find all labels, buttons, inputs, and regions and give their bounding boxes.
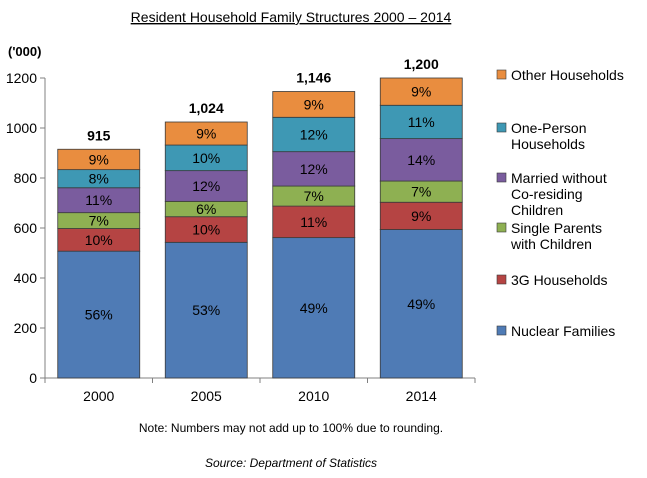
bar-segment (57, 148, 141, 171)
segment-data-label: 9% (196, 126, 216, 142)
segment-data-label: 10% (192, 150, 220, 166)
bar-segment (272, 205, 356, 239)
segment-data-label: 49% (300, 300, 328, 316)
segment-data-label: 7% (411, 184, 431, 200)
legend-label: 3G Households (511, 272, 608, 288)
bar-total-label: 1,146 (296, 70, 331, 86)
legend: Other Households One-Person Households Marr… (496, 67, 624, 339)
chart-title: Resident Household Family Structures 200… (131, 9, 452, 25)
y-tick-label: 1200 (6, 70, 37, 86)
bar-segment (164, 170, 248, 202)
y-tick-label: 400 (14, 270, 38, 286)
footnote: Note: Numbers may not add up to 100% due… (139, 421, 443, 435)
segment-data-label: 12% (192, 178, 220, 194)
axes: 0 200 400 600 800 1000 1200 2000 2005 2010 2014 (6, 70, 476, 404)
segment-data-label: 7% (89, 213, 109, 229)
legend-swatch (496, 122, 507, 133)
segment-data-label: 53% (192, 302, 220, 318)
bar-segment (272, 237, 356, 379)
bar-total-label: 1,024 (189, 100, 224, 116)
bar-segment (164, 144, 248, 172)
legend-label: Other Households (511, 67, 624, 83)
segment-data-label: 12% (300, 161, 328, 177)
segment-data-label: 49% (407, 296, 435, 312)
segment-data-label: 9% (89, 151, 109, 167)
segment-data-label: 11% (408, 114, 435, 130)
bars (57, 77, 463, 379)
bar-total-label: 1,200 (404, 56, 439, 72)
segment-data-label: 11% (300, 214, 327, 230)
segment-data-label: 56% (85, 307, 113, 323)
bar-segment (272, 91, 356, 118)
x-tick-label: 2010 (298, 388, 329, 404)
segment-data-label: 12% (300, 126, 328, 142)
legend-label: Single Parents with Children (510, 220, 602, 252)
legend-swatch (496, 69, 507, 80)
bar-segment (272, 151, 356, 187)
legend-label: Married without Co-residing Children (511, 170, 607, 218)
data-labels: 56% 10% 7% 11% 8% 9% 915 53% 10% 6% 12% 10% 9% 1,024 4… (85, 56, 439, 323)
source-note: Source: Department of Statistics (205, 456, 377, 470)
segment-data-label: 14% (407, 152, 435, 168)
bar-segment (379, 77, 463, 106)
segment-data-label: 9% (304, 96, 324, 112)
y-tick-label: 200 (14, 320, 38, 336)
bar-segment (164, 216, 248, 243)
legend-swatch (496, 325, 507, 336)
y-tick-label: 800 (14, 170, 38, 186)
legend-label: One-Person Households (511, 120, 586, 152)
bar-segment (379, 229, 463, 379)
y-tick-label: 1000 (6, 120, 37, 136)
legend-swatch (496, 172, 507, 183)
legend-label: Nuclear Families (511, 323, 615, 339)
bar-segment (379, 138, 463, 182)
y-axis-unit-label: ('000) (8, 44, 41, 59)
bar-segment (164, 121, 248, 146)
segment-data-label: 10% (85, 232, 113, 248)
x-tick-label: 2014 (406, 388, 437, 404)
segment-data-label: 8% (89, 171, 109, 187)
bar-segment (379, 201, 463, 230)
bar-total-label: 915 (87, 127, 111, 143)
segment-data-label: 6% (196, 201, 216, 217)
segment-data-label: 9% (411, 84, 431, 100)
segment-data-label: 11% (85, 192, 112, 208)
x-tick-label: 2000 (83, 388, 114, 404)
segment-data-label: 10% (192, 222, 220, 238)
segment-data-label: 9% (411, 208, 431, 224)
y-tick-label: 600 (14, 220, 38, 236)
y-tick-label: 0 (29, 370, 37, 386)
x-tick-label: 2005 (191, 388, 222, 404)
segment-data-label: 7% (304, 188, 324, 204)
legend-swatch (496, 222, 507, 233)
bar-segment (57, 250, 141, 379)
bar-segment (164, 241, 248, 379)
legend-swatch (496, 274, 507, 285)
